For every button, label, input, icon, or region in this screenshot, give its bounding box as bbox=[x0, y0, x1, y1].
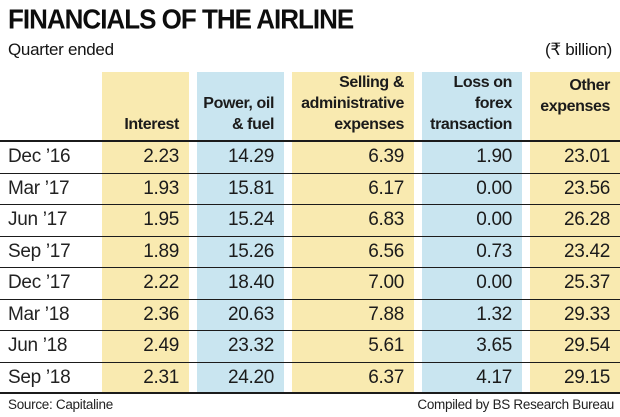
column-header-power-oil-fuel: Power, oil & fuel bbox=[197, 72, 284, 140]
page-title: FINANCIALS OF THE AIRLINE bbox=[8, 3, 354, 35]
value-cell: 14.29 bbox=[197, 142, 284, 173]
value-cell: 23.32 bbox=[197, 331, 284, 362]
quarter-cell: Dec ’17 bbox=[8, 272, 71, 293]
quarter-cell: Jun ’17 bbox=[8, 209, 68, 230]
value-cell: 15.81 bbox=[197, 173, 284, 204]
value-cell: 0.00 bbox=[422, 268, 522, 299]
value-cell: 23.56 bbox=[530, 173, 620, 204]
value-cell: 6.83 bbox=[292, 205, 414, 236]
value-cell: 29.54 bbox=[530, 331, 620, 362]
value-cell: 2.36 bbox=[102, 299, 189, 330]
quarter-cell: Mar ’17 bbox=[8, 177, 70, 199]
value-cell: 6.39 bbox=[292, 142, 414, 173]
value-cell: 23.42 bbox=[530, 236, 620, 267]
value-cell: 1.89 bbox=[102, 236, 189, 267]
table-row: Sep ’17 1.89 15.26 6.56 0.73 23.42 bbox=[0, 236, 620, 268]
table-row: Dec ’16 2.23 14.29 6.39 1.90 23.01 bbox=[0, 142, 620, 174]
source-label: Source: Capitaline bbox=[8, 397, 113, 412]
table-row: Dec ’17 2.22 18.40 7.00 0.00 25.37 bbox=[0, 268, 620, 300]
value-cell: 6.17 bbox=[292, 173, 414, 204]
table-row: Sep ’18 2.31 24.20 6.37 4.17 29.15 bbox=[0, 362, 620, 394]
quarter-cell: Jun ’18 bbox=[8, 335, 68, 356]
value-cell: 2.22 bbox=[102, 268, 189, 299]
value-cell: 1.95 bbox=[102, 205, 189, 236]
value-cell: 2.49 bbox=[102, 331, 189, 362]
value-cell: 29.33 bbox=[530, 299, 620, 330]
value-cell: 2.31 bbox=[102, 362, 189, 392]
value-cell: 24.20 bbox=[197, 362, 284, 392]
footer-row: Source: Capitaline Compiled by BS Resear… bbox=[8, 397, 614, 412]
value-cell: 29.15 bbox=[530, 362, 620, 392]
column-header-loss-on-forex-transaction: Loss on forex transaction bbox=[422, 72, 522, 140]
value-cell: 25.37 bbox=[530, 268, 620, 299]
corner-cell bbox=[0, 72, 94, 140]
value-cell: 6.37 bbox=[292, 362, 414, 392]
value-cell: 1.93 bbox=[102, 173, 189, 204]
value-cell: 6.56 bbox=[292, 236, 414, 267]
credit-label: Compiled by BS Research Bureau bbox=[417, 397, 614, 412]
value-cell: 15.26 bbox=[197, 236, 284, 267]
value-cell: 1.32 bbox=[422, 299, 522, 330]
quarter-cell: Mar ’18 bbox=[8, 303, 70, 325]
column-header-selling-administrative-expenses: Selling & administrative expenses bbox=[292, 72, 414, 140]
table-row: Mar ’17 1.93 15.81 6.17 0.00 23.56 bbox=[0, 173, 620, 205]
table-row: Mar ’18 2.36 20.63 7.88 1.32 29.33 bbox=[0, 299, 620, 331]
value-cell: 5.61 bbox=[292, 331, 414, 362]
quarter-cell: Dec ’16 bbox=[8, 146, 71, 167]
value-cell: 15.24 bbox=[197, 205, 284, 236]
table-row: Jun ’17 1.95 15.24 6.83 0.00 26.28 bbox=[0, 205, 620, 237]
value-cell: 7.00 bbox=[292, 268, 414, 299]
value-cell: 0.00 bbox=[422, 205, 522, 236]
value-cell: 0.73 bbox=[422, 236, 522, 267]
value-cell: 20.63 bbox=[197, 299, 284, 330]
value-cell: 3.65 bbox=[422, 331, 522, 362]
value-cell: 18.40 bbox=[197, 268, 284, 299]
unit-label: (₹ billion) bbox=[544, 40, 612, 59]
table-header-row: Interest Power, oil & fuel Selling & admin… bbox=[0, 72, 620, 142]
quarter-ended-label: Quarter ended bbox=[8, 40, 114, 59]
value-cell: 4.17 bbox=[422, 362, 522, 392]
value-cell: 7.88 bbox=[292, 299, 414, 330]
column-header-interest: Interest bbox=[102, 72, 189, 140]
value-cell: 0.00 bbox=[422, 173, 522, 204]
column-header-other-expenses: Other expenses bbox=[530, 72, 620, 140]
table-body: Dec ’16 2.23 14.29 6.39 1.90 23.01 Mar ’17 1.93… bbox=[0, 142, 620, 394]
quarter-cell: Sep ’17 bbox=[8, 240, 71, 262]
value-cell: 26.28 bbox=[530, 205, 620, 236]
quarter-cell: Sep ’18 bbox=[8, 366, 71, 388]
value-cell: 1.90 bbox=[422, 142, 522, 173]
subtitle-row: Quarter ended (₹ billion) bbox=[8, 40, 612, 60]
table-row: Jun ’18 2.49 23.32 5.61 3.65 29.54 bbox=[0, 331, 620, 363]
value-cell: 23.01 bbox=[530, 142, 620, 173]
value-cell: 2.23 bbox=[102, 142, 189, 173]
financials-table: Interest Power, oil & fuel Selling & admin… bbox=[0, 72, 620, 394]
